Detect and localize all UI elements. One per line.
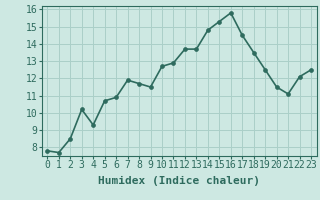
X-axis label: Humidex (Indice chaleur): Humidex (Indice chaleur) [98, 176, 260, 186]
